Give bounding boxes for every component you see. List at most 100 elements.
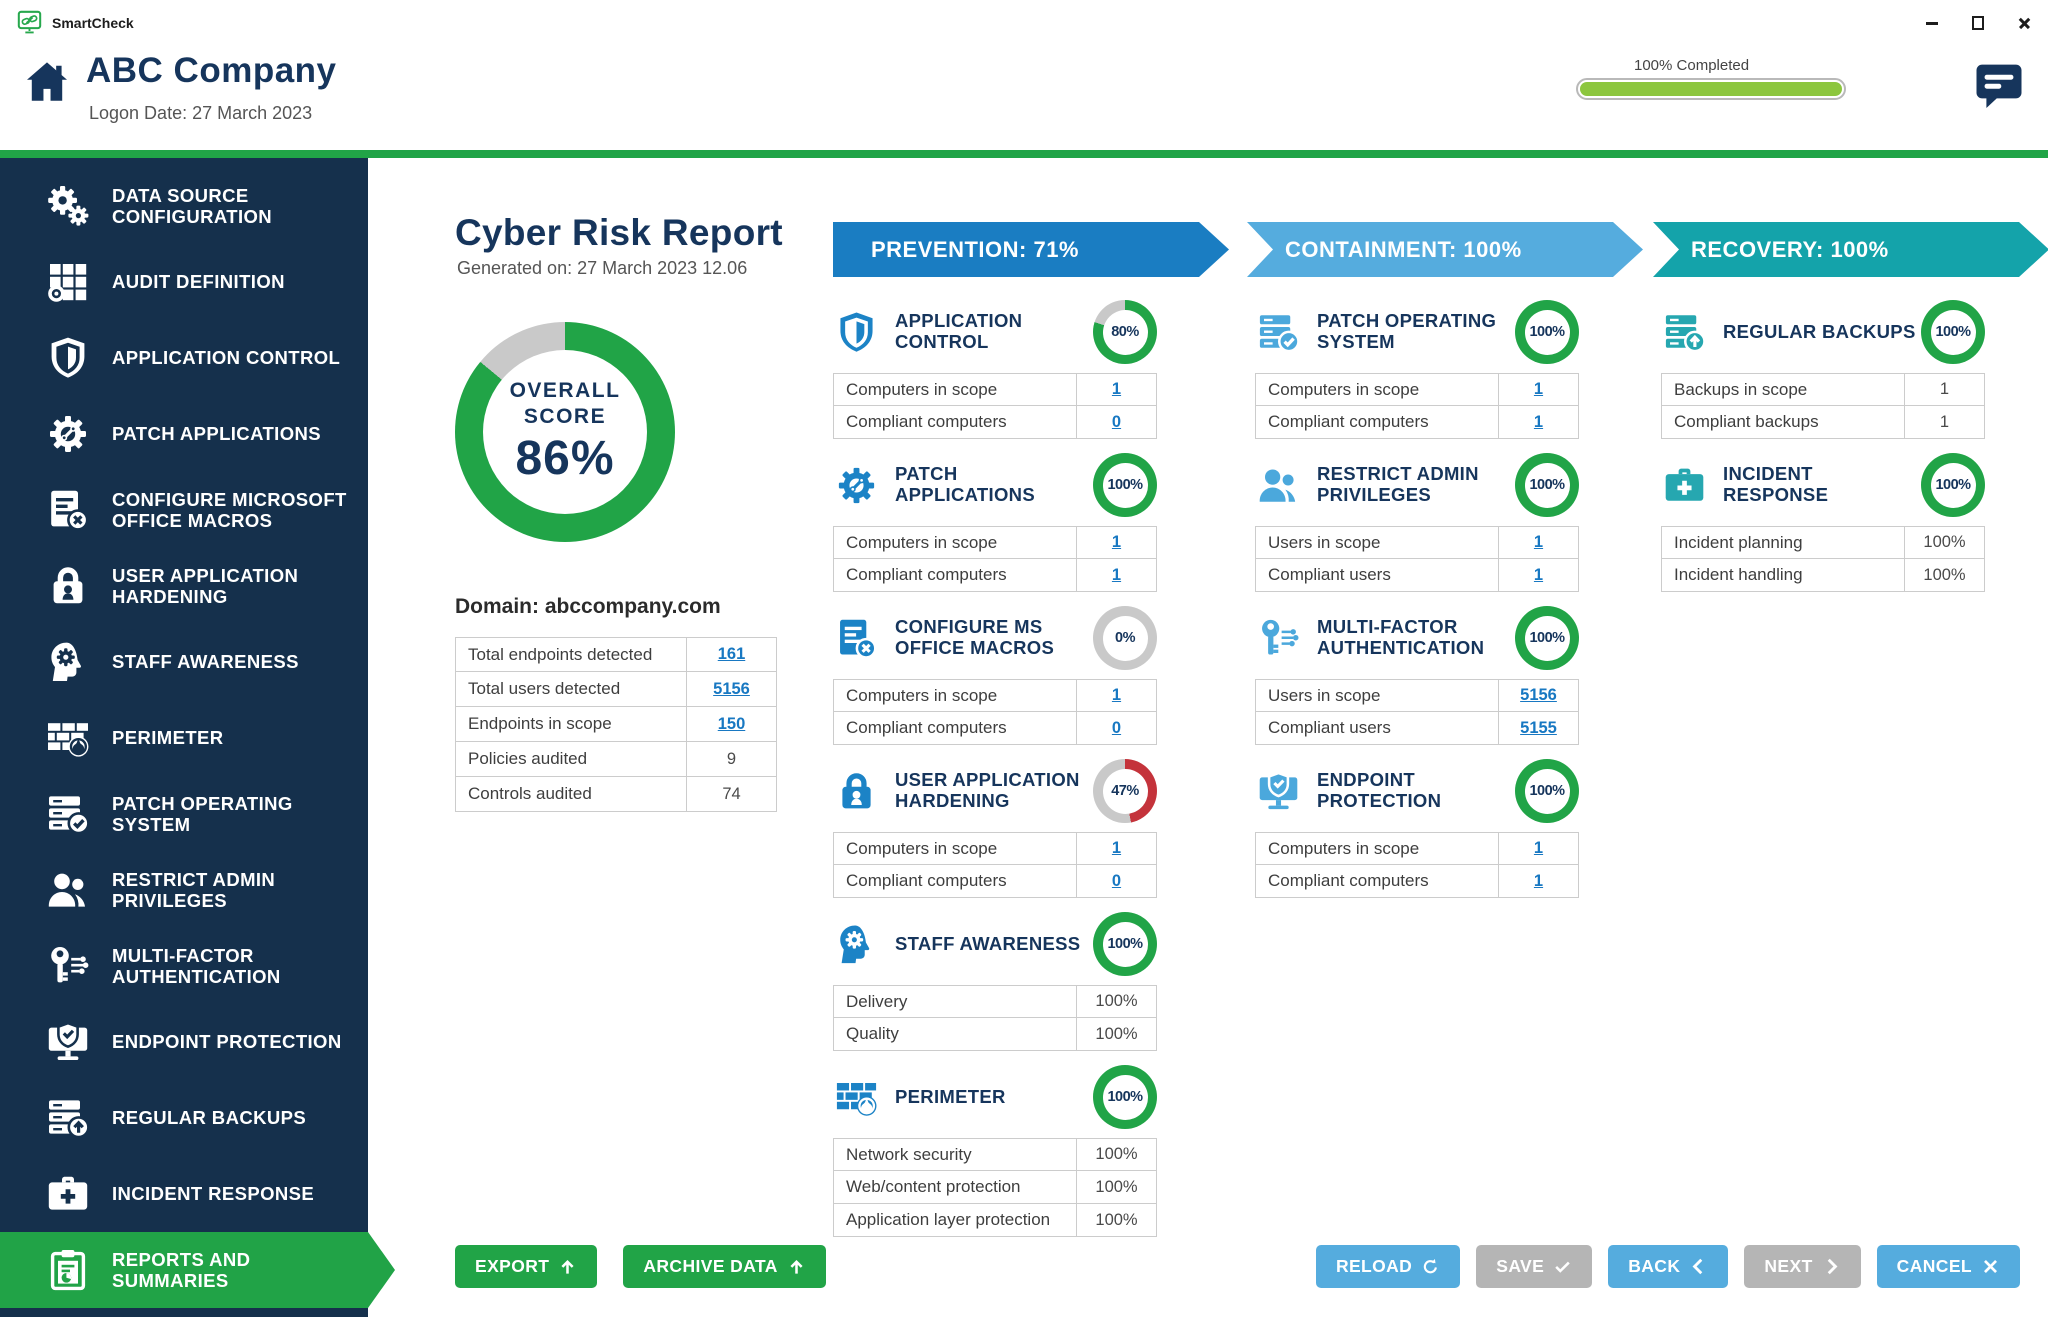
control-card: USER APPLICATION HARDENING 47% Computers…	[833, 759, 1157, 898]
score-value: 100%	[1935, 477, 1971, 493]
metric-row: Backups in scope 1	[1661, 373, 1985, 406]
sidebar-item-14[interactable]: REPORTS AND SUMMARIES	[0, 1232, 395, 1308]
cancel-button[interactable]: CANCEL	[1876, 1245, 2020, 1288]
sidebar-item-label: DATA SOURCE CONFIGURATION	[112, 184, 273, 227]
metric-value-link[interactable]: 1	[1533, 412, 1544, 431]
score-donut: 0%	[1093, 606, 1157, 670]
reload-button[interactable]: RELOAD	[1315, 1245, 1461, 1288]
close-icon	[1981, 1257, 2000, 1276]
control-card: PATCH OPERATING SYSTEM 100% Computers in…	[1255, 300, 1579, 439]
sidebar-item-13[interactable]: INCIDENT RESPONSE	[0, 1156, 368, 1232]
metric-label: Computers in scope	[1268, 838, 1420, 858]
sidebar-item-9[interactable]: RESTRICT ADMIN PRIVILEGES	[0, 852, 368, 928]
maximize-button[interactable]	[1970, 15, 1986, 31]
metric-value-link[interactable]: 1	[1533, 871, 1544, 890]
progress-bar	[1576, 78, 1846, 100]
server-backup-icon	[44, 1094, 92, 1142]
metric-value-link[interactable]: 0	[1111, 718, 1122, 737]
metric-row: Users in scope 5156	[1255, 679, 1579, 712]
sidebar-item-10[interactable]: MULTI-FACTOR AUTHENTICATION	[0, 928, 368, 1004]
save-button[interactable]: SAVE	[1476, 1245, 1593, 1288]
sidebar-item-3[interactable]: PATCH APPLICATIONS	[0, 396, 368, 472]
metric-row: Compliant users 5155	[1255, 712, 1579, 745]
sidebar-item-0[interactable]: DATA SOURCE CONFIGURATION	[0, 168, 368, 244]
score-value: 80%	[1111, 324, 1139, 340]
sidebar-item-2[interactable]: APPLICATION CONTROL	[0, 320, 368, 396]
audit-grid-icon	[44, 258, 92, 306]
control-card: APPLICATION CONTROL 80% Computers in sco…	[833, 300, 1157, 439]
summary-value-link[interactable]: 161	[717, 645, 746, 663]
export-button[interactable]: EXPORT	[455, 1245, 598, 1288]
card-title: CONFIGURE MS OFFICE MACROS	[895, 616, 1055, 658]
archive-data-button[interactable]: ARCHIVE DATA	[623, 1245, 826, 1288]
score-value: 0%	[1115, 630, 1135, 646]
reload-icon	[1421, 1257, 1440, 1276]
sidebar-item-6[interactable]: STAFF AWARENESS	[0, 624, 368, 700]
metric-label: Computers in scope	[1268, 379, 1420, 399]
score-value: 100%	[1107, 477, 1143, 493]
metric-row: Compliant computers 1	[1255, 865, 1579, 898]
score-value: 100%	[1107, 1089, 1143, 1105]
sidebar-item-11[interactable]: ENDPOINT PROTECTION	[0, 1004, 368, 1080]
summary-value-link[interactable]: 150	[717, 714, 746, 733]
summary-row: Total users detected 5156	[455, 672, 777, 707]
sidebar-item-4[interactable]: CONFIGURE MICROSOFT OFFICE MACROS	[0, 472, 368, 548]
metric-value: 1	[1939, 412, 1950, 431]
metric-row: Compliant backups 1	[1661, 406, 1985, 439]
sidebar-item-8[interactable]: PATCH OPERATING SYSTEM	[0, 776, 368, 852]
metric-value-link[interactable]: 1	[1111, 686, 1122, 704]
sidebar-item-7[interactable]: PERIMETER	[0, 700, 368, 776]
metric-value-link[interactable]: 1	[1533, 565, 1544, 584]
metric-value-link[interactable]: 5155	[1520, 718, 1557, 737]
metric-row: Computers in scope 1	[1255, 373, 1579, 406]
metric-row: Compliant computers 1	[1255, 406, 1579, 439]
home-icon[interactable]	[22, 57, 72, 107]
score-donut: 100%	[1921, 453, 1985, 517]
metric-value-link[interactable]: 1	[1111, 380, 1122, 398]
metric-value-link[interactable]: 1	[1111, 533, 1122, 551]
card-title: PERIMETER	[895, 1085, 1006, 1107]
score-value: 100%	[1529, 783, 1565, 799]
metric-label: Compliant computers	[846, 871, 1007, 890]
metric-row: Computers in scope 1	[833, 373, 1157, 406]
sidebar-menu: DATA SOURCE CONFIGURATION AUDIT DEFINITI…	[0, 158, 395, 1308]
app-name: SmartCheck	[52, 14, 134, 31]
metric-value-link[interactable]: 1	[1533, 533, 1544, 551]
metric-value: 100%	[1095, 1177, 1138, 1196]
summary-value: 9	[726, 749, 737, 768]
control-card: PATCH APPLICATIONS 100% Computers in sco…	[833, 453, 1157, 592]
score-donut: 100%	[1515, 453, 1579, 517]
minimize-button[interactable]	[1924, 15, 1940, 31]
next-button[interactable]: NEXT	[1744, 1245, 1861, 1288]
summary-row: Controls audited 74	[455, 777, 777, 812]
sidebar-item-label: CONFIGURE MICROSOFT OFFICE MACROS	[112, 488, 347, 531]
back-button[interactable]: BACK	[1608, 1245, 1729, 1288]
metric-value-link[interactable]: 1	[1111, 839, 1122, 857]
metric-value-link[interactable]: 1	[1111, 565, 1122, 584]
metric-row: Application layer protection 100%	[833, 1204, 1157, 1237]
clipboard-report-icon	[44, 1246, 92, 1294]
metric-value-link[interactable]: 0	[1111, 871, 1122, 890]
close-button[interactable]	[2016, 15, 2032, 31]
pillar-banner: CONTAINMENT: 100%	[1247, 222, 1643, 277]
metric-value-link[interactable]: 0	[1111, 412, 1122, 431]
sidebar-item-5[interactable]: USER APPLICATION HARDENING	[0, 548, 368, 624]
sidebar-item-label: PERIMETER	[112, 727, 224, 749]
page-title: Cyber Risk Report	[455, 212, 783, 253]
server-check-icon	[1255, 309, 1302, 356]
metric-label: Compliant computers	[846, 718, 1007, 737]
sidebar-item-12[interactable]: REGULAR BACKUPS	[0, 1080, 368, 1156]
card-title: RESTRICT ADMIN PRIVILEGES	[1317, 463, 1479, 505]
key-icon	[1255, 615, 1302, 662]
check-icon	[1553, 1257, 1572, 1276]
metric-value-link[interactable]: 1	[1533, 839, 1544, 857]
metric-value-link[interactable]: 1	[1533, 380, 1544, 398]
metric-label: Delivery	[846, 991, 908, 1011]
card-title: STAFF AWARENESS	[895, 932, 1081, 954]
chat-icon[interactable]	[1972, 59, 2026, 113]
metric-value-link[interactable]: 5156	[1520, 686, 1557, 704]
summary-value-link[interactable]: 5156	[713, 679, 750, 698]
sidebar-item-1[interactable]: AUDIT DEFINITION	[0, 244, 368, 320]
metric-row: Users in scope 1	[1255, 526, 1579, 559]
metric-label: Compliant computers	[1268, 871, 1429, 890]
